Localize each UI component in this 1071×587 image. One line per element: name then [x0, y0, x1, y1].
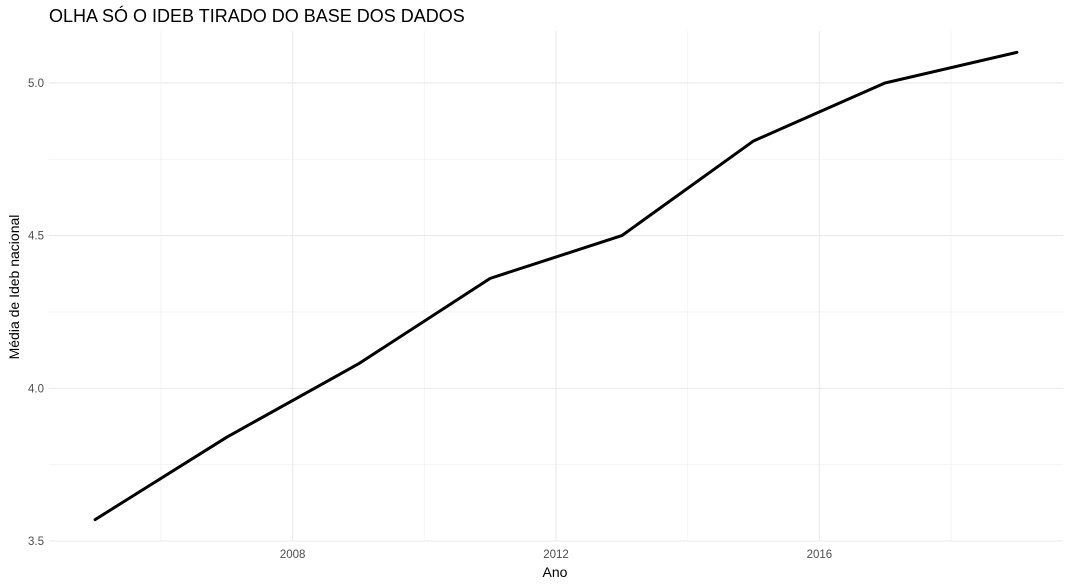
y-tick-label: 4.5 — [28, 231, 44, 243]
y-tick-label: 5.0 — [28, 78, 44, 90]
y-axis-ticks: 3.5 4.0 4.5 5.0 — [28, 78, 44, 548]
x-tick-label: 2016 — [807, 549, 833, 561]
series-line — [93, 50, 1019, 522]
x-tick-label: 2008 — [280, 549, 306, 561]
y-tick-label: 3.5 — [28, 536, 44, 548]
x-axis-title: Ano — [543, 564, 568, 580]
x-tick-label: 2012 — [543, 549, 569, 561]
grid-lines — [49, 31, 1063, 542]
x-axis-ticks: 2008 2012 2016 — [280, 549, 832, 561]
chart-title: OLHA SÓ O IDEB TIRADO DO BASE DOS DADOS — [49, 5, 465, 26]
y-tick-label: 4.0 — [28, 383, 44, 395]
series-layer — [93, 50, 1019, 522]
y-axis-title: Média de Ideb nacional — [6, 215, 22, 360]
